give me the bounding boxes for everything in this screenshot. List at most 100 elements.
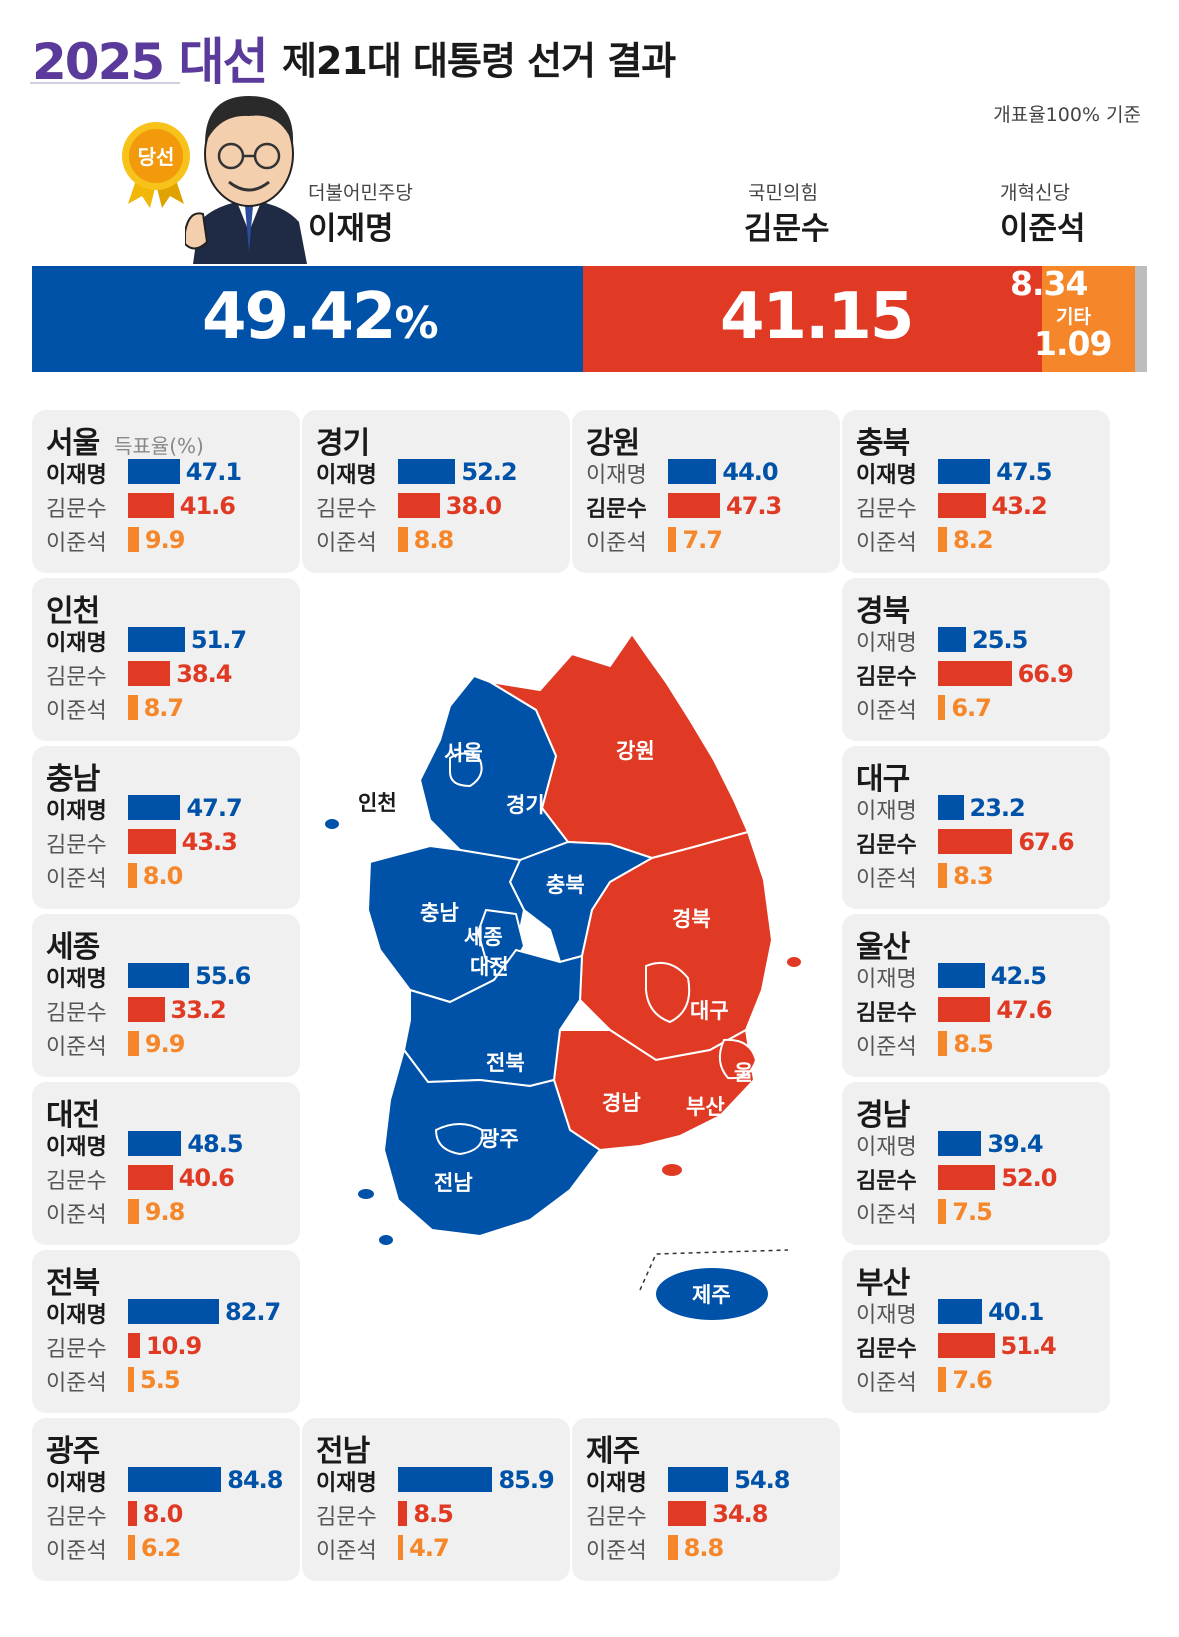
candidate-row: 이재명 48.5 bbox=[46, 1126, 296, 1160]
vote-share-bar bbox=[938, 661, 1012, 686]
candidate-row: 이재명 54.8 bbox=[586, 1462, 836, 1496]
region-card: 울산 이재명 42.5 김문수 47.6 이준석 8.5 bbox=[842, 914, 1110, 1077]
vote-share-bar bbox=[398, 1535, 404, 1560]
map-label-sejong: 세종 bbox=[464, 925, 503, 949]
vote-share-value: 47.1 bbox=[185, 458, 242, 486]
vote-share-value: 6.2 bbox=[140, 1534, 182, 1562]
vote-share-bar bbox=[128, 1333, 140, 1358]
candidate-row: 이재명 42.5 bbox=[856, 958, 1106, 992]
vote-share-value: 8.7 bbox=[143, 694, 185, 722]
vote-share-value: 43.2 bbox=[991, 492, 1048, 520]
candidate-name: 김문수 bbox=[46, 1001, 107, 1026]
vote-share-value: 48.5 bbox=[187, 1130, 243, 1158]
candidate-name: 이준석 bbox=[46, 1371, 107, 1396]
candidate-name: 이준석 bbox=[586, 1539, 647, 1564]
candidate-row: 김문수 67.6 bbox=[856, 824, 1106, 858]
vote-share-bar bbox=[938, 1299, 983, 1324]
vote-share-value: 51.7 bbox=[190, 626, 247, 654]
region-card: 충북 이재명 47.5 김문수 43.2 이준석 8.2 bbox=[842, 410, 1110, 573]
vote-share-value: 85.9 bbox=[498, 1466, 554, 1494]
candidate-name: 김문수 bbox=[46, 1505, 107, 1530]
vote-share-value: 52.2 bbox=[461, 458, 517, 486]
candidate-name: 이준석 bbox=[316, 1539, 377, 1564]
region-name: 대구 bbox=[856, 762, 910, 797]
vote-share-value: 7.7 bbox=[682, 526, 723, 554]
vote-share-bar bbox=[938, 829, 1013, 854]
junseok-name: 이준석 bbox=[1000, 211, 1086, 247]
candidate-row: 이재명 47.5 bbox=[856, 454, 1106, 488]
candidate-row: 이재명 52.2 bbox=[316, 454, 566, 488]
region-card: 서울 득표율(%) 이재명 47.1 김문수 41.6 이준석 9.9 bbox=[32, 410, 300, 573]
region-card: 대구 이재명 23.2 김문수 67.6 이준석 8.3 bbox=[842, 746, 1110, 909]
candidate-name: 이재명 bbox=[856, 799, 917, 824]
map-island-west bbox=[325, 819, 339, 829]
vote-share-value: 47.7 bbox=[186, 794, 242, 822]
candidate-name: 김문수 bbox=[46, 1169, 107, 1194]
vote-share-value: 8.8 bbox=[413, 526, 455, 554]
candidate-row: 김문수 38.0 bbox=[316, 488, 566, 522]
vote-share-bar bbox=[398, 493, 440, 518]
national-result-bar: 49.42% 41.15 8.34 기타 1.09 bbox=[32, 264, 1147, 372]
vote-share-value: 38.0 bbox=[445, 492, 502, 520]
vote-share-value: 8.0 bbox=[142, 862, 184, 890]
unit-label: 득표율(%) bbox=[114, 434, 204, 458]
vote-share-bar bbox=[938, 963, 985, 988]
vote-share-value: 66.9 bbox=[1017, 660, 1074, 688]
other-national-label: 기타 bbox=[1056, 306, 1091, 328]
vote-share-value: 43.3 bbox=[181, 828, 238, 856]
candidate-name: 이재명 bbox=[586, 463, 647, 488]
kim-national-segment bbox=[583, 266, 1042, 372]
candidate-row: 김문수 8.5 bbox=[316, 1496, 566, 1530]
candidate-row: 이준석 5.5 bbox=[46, 1362, 296, 1396]
candidate-row: 이재명 47.1 bbox=[46, 454, 296, 488]
map-island-south bbox=[662, 1164, 682, 1176]
region-name: 경기 bbox=[316, 426, 370, 461]
region-name: 충남 bbox=[46, 762, 100, 797]
region-name: 전북 bbox=[46, 1266, 100, 1301]
vote-share-bar bbox=[128, 1467, 222, 1492]
vote-share-bar bbox=[668, 1501, 707, 1526]
vote-share-value: 8.8 bbox=[683, 1534, 725, 1562]
vote-share-value: 33.2 bbox=[170, 996, 227, 1024]
vote-share-bar bbox=[938, 1131, 982, 1156]
vote-share-value: 40.6 bbox=[178, 1164, 235, 1192]
map-label-daegu: 대구 bbox=[690, 999, 729, 1023]
vote-share-bar bbox=[128, 661, 171, 686]
candidate-row: 이재명 23.2 bbox=[856, 790, 1106, 824]
region-card: 제주 이재명 54.8 김문수 34.8 이준석 8.8 bbox=[572, 1418, 840, 1581]
candidate-row: 이재명 47.7 bbox=[46, 790, 296, 824]
map-label-busan: 부산 bbox=[686, 1095, 725, 1119]
candidate-name: 이준석 bbox=[856, 1371, 917, 1396]
vote-share-value: 23.2 bbox=[969, 794, 1026, 822]
vote-share-bar bbox=[398, 1501, 408, 1526]
brand-logo: 2025 대선 bbox=[32, 33, 269, 91]
candidate-row: 이준석 8.2 bbox=[856, 522, 1106, 556]
candidate-name: 김문수 bbox=[46, 497, 107, 522]
vote-share-value: 8.3 bbox=[953, 862, 994, 890]
map-label-seoul: 서울 bbox=[444, 741, 483, 765]
region-card: 전북 이재명 82.7 김문수 10.9 이준석 5.5 bbox=[32, 1250, 300, 1413]
candidate-name: 이재명 bbox=[46, 463, 107, 488]
map-label-chungnam: 충남 bbox=[420, 901, 459, 925]
candidate-row: 이재명 40.1 bbox=[856, 1294, 1106, 1328]
region-name: 세종 bbox=[46, 930, 100, 965]
vote-share-bar bbox=[668, 493, 721, 518]
other-national-segment bbox=[1134, 266, 1147, 372]
map-region-ulsan bbox=[718, 1038, 758, 1080]
vote-share-bar bbox=[128, 1501, 137, 1526]
vote-share-value: 8.2 bbox=[953, 526, 994, 554]
map-island-sw bbox=[358, 1189, 374, 1199]
vote-share-bar bbox=[128, 997, 165, 1022]
region-card: 부산 이재명 40.1 김문수 51.4 이준석 7.6 bbox=[842, 1250, 1110, 1413]
vote-share-bar bbox=[938, 795, 964, 820]
candidate-row: 김문수 51.4 bbox=[856, 1328, 1106, 1362]
vote-share-bar bbox=[398, 1467, 493, 1492]
candidate-name: 이재명 bbox=[856, 463, 917, 488]
winner-badge-label: 당선 bbox=[138, 145, 175, 169]
candidate-name: 이재명 bbox=[586, 1471, 647, 1496]
candidate-name: 이재명 bbox=[856, 967, 917, 992]
map-label-gyeongbuk: 경북 bbox=[672, 907, 711, 931]
vote-share-value: 47.3 bbox=[726, 492, 782, 520]
candidate-row: 김문수 52.0 bbox=[856, 1160, 1106, 1194]
junseok-party: 개혁신당 bbox=[1000, 182, 1070, 204]
